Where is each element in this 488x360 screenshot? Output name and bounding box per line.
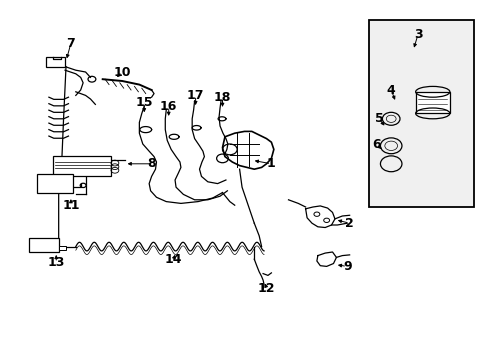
Bar xyxy=(415,92,449,113)
Bar xyxy=(46,57,65,67)
Text: 9: 9 xyxy=(342,260,351,273)
Text: 17: 17 xyxy=(186,89,204,102)
Text: 11: 11 xyxy=(62,199,80,212)
Text: 8: 8 xyxy=(147,157,156,170)
Text: 2: 2 xyxy=(345,217,353,230)
Text: 7: 7 xyxy=(66,37,75,50)
Text: 1: 1 xyxy=(266,157,275,170)
Text: 18: 18 xyxy=(213,91,231,104)
Bar xyxy=(53,156,111,176)
Text: 12: 12 xyxy=(257,282,275,294)
Bar xyxy=(368,20,473,207)
Text: 6: 6 xyxy=(371,138,380,150)
Text: 15: 15 xyxy=(135,96,153,109)
Bar xyxy=(59,246,66,250)
Bar xyxy=(29,238,59,252)
Text: 16: 16 xyxy=(160,100,177,113)
Text: 14: 14 xyxy=(164,253,182,266)
Text: 13: 13 xyxy=(47,256,65,269)
Bar xyxy=(37,174,73,193)
Text: 4: 4 xyxy=(386,84,395,96)
Text: 10: 10 xyxy=(113,66,131,78)
Text: 5: 5 xyxy=(374,112,383,125)
Text: 3: 3 xyxy=(413,28,422,41)
